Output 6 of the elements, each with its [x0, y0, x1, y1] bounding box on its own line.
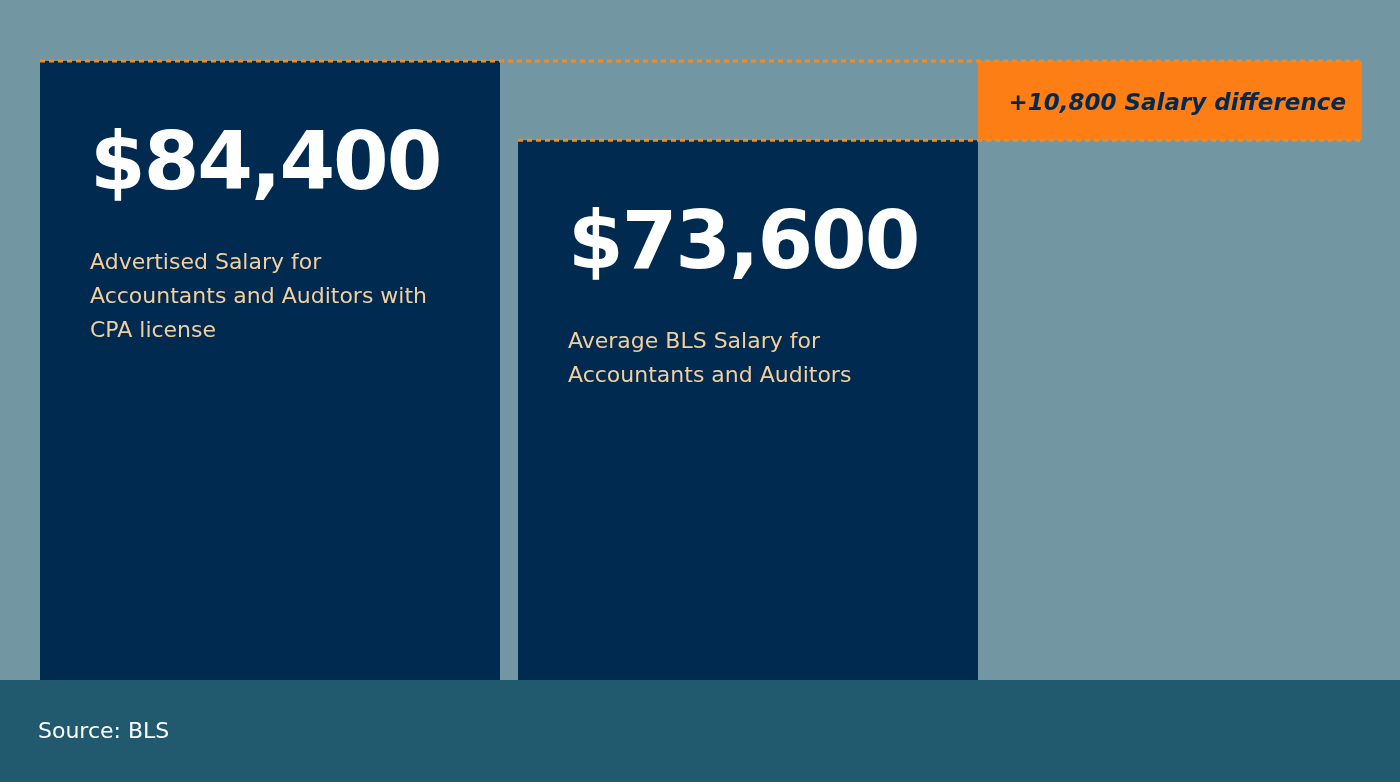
band-label: +10,800 Salary difference	[1008, 88, 1346, 115]
data-label: $73,600	[568, 194, 919, 288]
x-tick-label: Advertised Salary for Accountants and Auditors with CPA license	[90, 249, 428, 342]
x-tick-label: Average BLS Salary for Accountants and Auditors	[568, 328, 852, 388]
source-note: Source: BLS	[38, 718, 170, 743]
data-label: $84,400	[90, 115, 441, 208]
